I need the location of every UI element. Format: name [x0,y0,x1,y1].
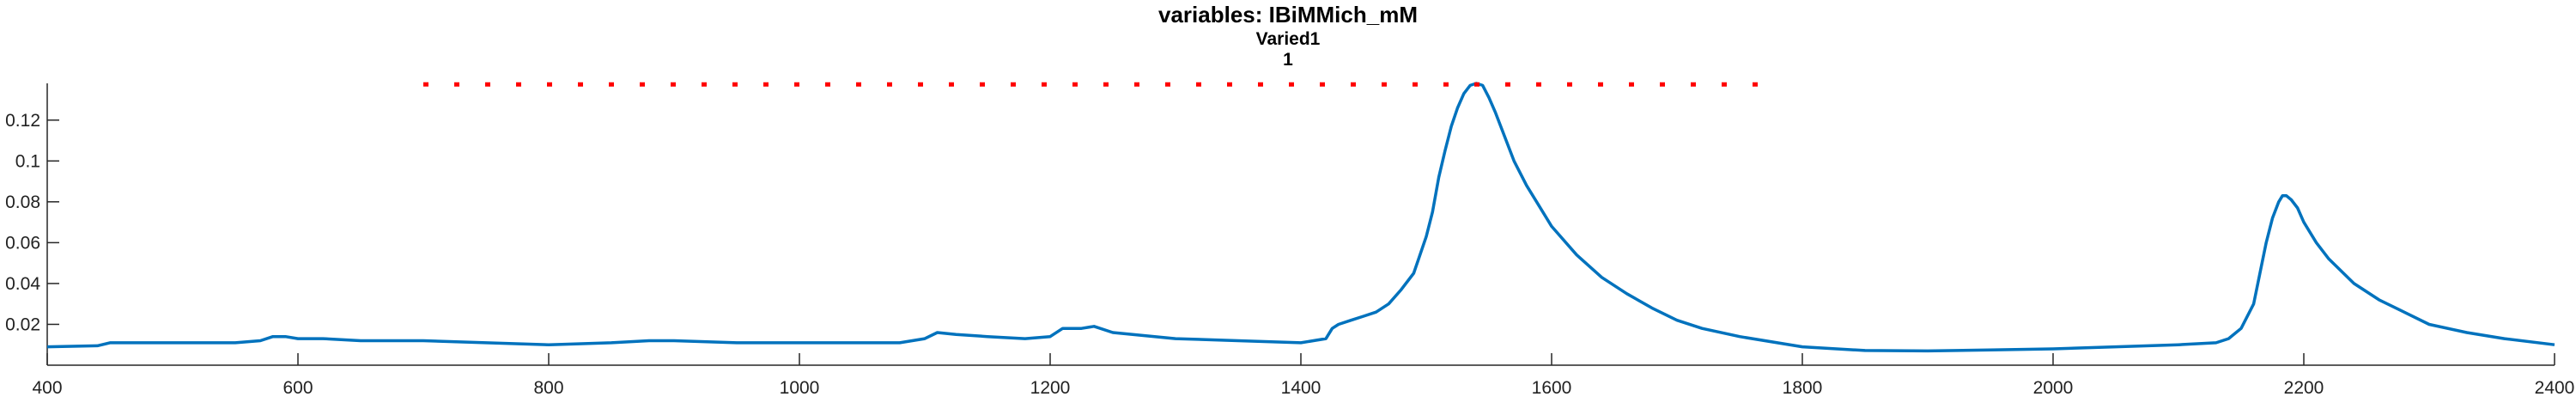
y-tick-label-2: 0.06 [5,233,40,253]
x-tick-label-1800: 1800 [1783,378,1823,398]
x-tick-label-2000: 2000 [2033,378,2074,398]
x-tick-label-1400: 1400 [1281,378,1321,398]
x-tick-label-400: 400 [32,378,62,398]
x-tick-label-1000: 1000 [780,378,820,398]
x-tick-label-600: 600 [283,378,313,398]
x-tick-label-800: 800 [533,378,563,398]
chart-subtitle-2: 1 [1283,50,1293,70]
x-tick-label-2200: 2200 [2284,378,2324,398]
x-tick-label-1200: 1200 [1030,378,1071,398]
series-line-0 [46,82,2555,353]
chart-title: variables: IBiMMich_mM [1158,2,1418,27]
y-tick-label-1: 0.04 [5,274,40,294]
y-tick-label-3: 0.08 [5,192,40,212]
y-tick-label-4: 0.1 [15,151,40,171]
x-tick-label-2400: 2400 [2535,378,2575,398]
y-tick-label-0: 0.02 [5,314,40,334]
y-tick-label-5: 0.12 [5,111,40,131]
x-tick-label-1600: 1600 [1532,378,1572,398]
chart-subtitle-1: Varied1 [1255,29,1321,49]
